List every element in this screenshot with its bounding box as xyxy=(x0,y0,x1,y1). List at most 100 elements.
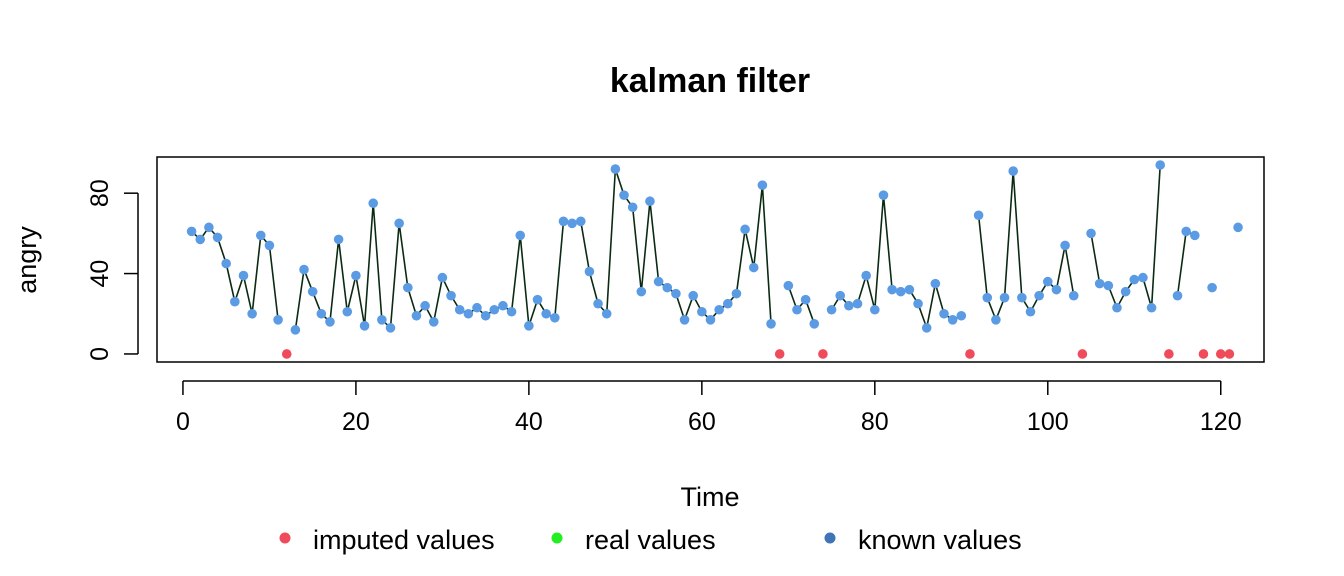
x-axis-label: Time xyxy=(681,482,740,512)
x-tick-label: 60 xyxy=(688,408,716,436)
y-axis-label: angry xyxy=(12,226,42,294)
known-value-point xyxy=(1017,292,1027,303)
legend-marker xyxy=(824,532,836,544)
known-value-point xyxy=(619,190,629,200)
known-value-point xyxy=(740,224,750,235)
known-value-point xyxy=(947,314,958,325)
known-value-point xyxy=(766,319,776,329)
x-tick-label: 100 xyxy=(1027,408,1069,436)
x-tick-label: 0 xyxy=(176,408,190,436)
known-value-point xyxy=(1112,302,1122,313)
known-value-point xyxy=(844,300,854,311)
known-value-point xyxy=(204,222,214,233)
known-value-point xyxy=(195,234,206,245)
known-value-point xyxy=(342,306,353,317)
known-value-point xyxy=(351,270,361,281)
known-value-point xyxy=(238,270,249,281)
known-value-point xyxy=(411,310,422,321)
known-value-point xyxy=(757,180,768,190)
y-tick-label: 80 xyxy=(86,179,114,207)
known-value-point xyxy=(1172,290,1183,301)
series-line xyxy=(191,164,1196,331)
legend-marker xyxy=(279,532,291,544)
known-value-point xyxy=(1094,278,1105,289)
series-line-segment xyxy=(1176,230,1196,296)
known-value-point xyxy=(748,262,759,273)
known-value-point xyxy=(480,310,491,321)
known-value-point xyxy=(662,282,673,293)
known-value-point xyxy=(1068,290,1079,301)
known-value-point xyxy=(541,308,551,319)
series-line-segment xyxy=(787,285,816,325)
y-tick-label: 0 xyxy=(86,347,114,361)
known-value-point xyxy=(1086,228,1096,239)
known-value-point xyxy=(1120,286,1131,297)
imputed-value-point xyxy=(965,349,975,359)
imputed-value-point xyxy=(1164,349,1174,359)
y-axis: 0 40 80 xyxy=(86,179,139,361)
known-value-point xyxy=(463,308,474,319)
legend-label: real values xyxy=(585,525,716,555)
imputed-value-point xyxy=(1077,349,1088,359)
known-value-point xyxy=(532,294,543,305)
known-value-point xyxy=(403,282,413,293)
known-value-point xyxy=(921,323,932,333)
legend-marker xyxy=(551,532,563,544)
legend-label: known values xyxy=(858,525,1022,555)
known-value-point xyxy=(1034,290,1044,301)
known-value-point xyxy=(870,304,880,315)
known-value-point xyxy=(973,210,984,221)
x-tick-label: 40 xyxy=(515,408,543,436)
known-value-point xyxy=(705,314,716,325)
known-value-point xyxy=(1233,222,1243,233)
points-layer xyxy=(186,160,1243,359)
known-value-point xyxy=(446,290,456,301)
known-value-point xyxy=(359,321,370,331)
known-value-point xyxy=(1008,166,1018,176)
x-tick-label: 80 xyxy=(861,408,889,436)
known-value-point xyxy=(472,302,482,313)
x-tick-label: 20 xyxy=(342,408,370,436)
known-value-point xyxy=(679,314,690,325)
known-value-point xyxy=(627,202,638,213)
known-value-point xyxy=(1051,284,1062,295)
legend: imputed values real values known values xyxy=(279,525,1022,555)
known-value-point xyxy=(861,270,871,281)
known-value-point xyxy=(247,308,257,319)
y-tick-label: 40 xyxy=(86,260,114,288)
chart-title: kalman filter xyxy=(610,62,810,100)
known-value-point xyxy=(913,298,923,309)
known-value-point xyxy=(333,234,344,245)
known-value-point xyxy=(1025,306,1036,317)
known-value-point xyxy=(212,232,223,243)
known-value-point xyxy=(290,325,301,335)
imputed-value-point xyxy=(281,349,292,359)
imputed-value-point xyxy=(1224,349,1235,359)
x-tick-label: 120 xyxy=(1200,408,1242,436)
known-value-point xyxy=(852,298,863,309)
known-value-point xyxy=(273,314,283,325)
known-value-point xyxy=(394,218,404,229)
known-value-point xyxy=(887,284,897,295)
known-value-point xyxy=(377,314,387,325)
known-value-point xyxy=(697,306,707,317)
known-value-point xyxy=(437,272,448,283)
known-value-point xyxy=(567,218,577,229)
known-value-point xyxy=(1155,160,1166,170)
known-value-point xyxy=(800,294,811,305)
known-value-point xyxy=(1146,302,1157,313)
known-value-point xyxy=(688,290,699,301)
known-value-point xyxy=(610,164,621,174)
known-value-point xyxy=(1042,276,1053,287)
known-value-point xyxy=(593,298,603,309)
known-value-point xyxy=(316,308,327,319)
known-value-point xyxy=(792,304,802,315)
series-line-segment xyxy=(294,168,772,330)
known-value-point xyxy=(714,304,724,315)
known-value-point xyxy=(939,308,949,319)
known-value-point xyxy=(783,280,794,291)
known-value-point xyxy=(1138,272,1148,283)
known-value-point xyxy=(230,296,240,307)
known-value-point xyxy=(1060,240,1070,251)
known-value-point xyxy=(368,198,379,209)
